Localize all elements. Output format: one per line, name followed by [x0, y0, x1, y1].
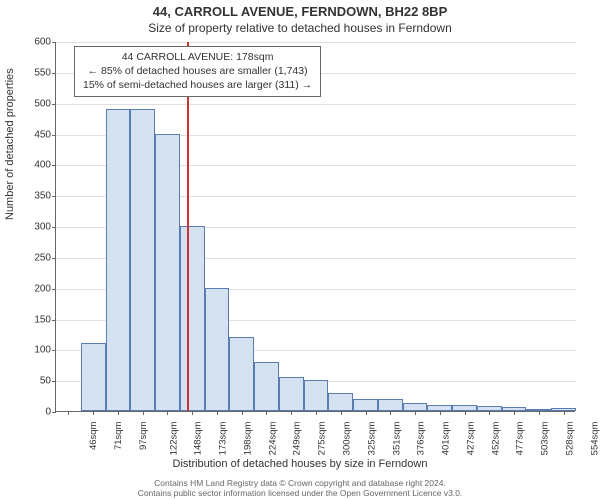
xtick-mark — [217, 411, 218, 415]
xtick-label: 198sqm — [242, 422, 253, 456]
gridline — [56, 104, 576, 105]
bar — [304, 380, 329, 411]
xtick-label: 477sqm — [515, 422, 526, 456]
gridline — [56, 42, 576, 43]
reference-line — [187, 42, 189, 411]
bar — [229, 337, 254, 411]
xtick-mark — [366, 411, 367, 415]
xtick-label: 401sqm — [440, 422, 451, 456]
ytick-mark — [52, 135, 56, 136]
xtick-mark — [564, 411, 565, 415]
ytick-mark — [52, 104, 56, 105]
ytick-mark — [52, 289, 56, 290]
ytick-label: 500 — [11, 98, 51, 109]
ytick-label: 350 — [11, 191, 51, 202]
xtick-label: 249sqm — [292, 422, 303, 456]
xtick-mark — [266, 411, 267, 415]
bar — [328, 393, 353, 412]
xtick-mark — [539, 411, 540, 415]
ytick-label: 450 — [11, 129, 51, 140]
bar — [130, 109, 155, 411]
callout-line3: 15% of semi-detached houses are larger (… — [83, 78, 312, 92]
ytick-label: 250 — [11, 252, 51, 263]
ytick-mark — [52, 350, 56, 351]
ytick-mark — [52, 196, 56, 197]
callout-line2: ← 85% of detached houses are smaller (1,… — [83, 64, 312, 78]
bar — [205, 288, 230, 411]
bar — [180, 226, 205, 411]
ytick-label: 100 — [11, 345, 51, 356]
bar — [378, 399, 403, 411]
xtick-mark — [68, 411, 69, 415]
xtick-mark — [390, 411, 391, 415]
ytick-mark — [52, 412, 56, 413]
xtick-label: 275sqm — [317, 422, 328, 456]
xtick-mark — [316, 411, 317, 415]
ytick-label: 400 — [11, 160, 51, 171]
ytick-mark — [52, 320, 56, 321]
xtick-mark — [341, 411, 342, 415]
bar — [403, 403, 428, 411]
ytick-mark — [52, 42, 56, 43]
ytick-label: 300 — [11, 222, 51, 233]
bar — [155, 134, 180, 412]
ytick-label: 200 — [11, 283, 51, 294]
footer-line2: Contains public sector information licen… — [0, 488, 600, 498]
xtick-label: 427sqm — [465, 422, 476, 456]
callout-line1: 44 CARROLL AVENUE: 178sqm — [83, 50, 312, 64]
ytick-mark — [52, 165, 56, 166]
xtick-label: 325sqm — [366, 422, 377, 456]
xtick-mark — [415, 411, 416, 415]
ytick-mark — [52, 73, 56, 74]
bar — [279, 377, 304, 411]
ytick-label: 150 — [11, 314, 51, 325]
chart-container: 44, CARROLL AVENUE, FERNDOWN, BH22 8BP S… — [0, 0, 600, 500]
xtick-label: 148sqm — [193, 422, 204, 456]
bar — [81, 343, 106, 411]
footer-line1: Contains HM Land Registry data © Crown c… — [0, 478, 600, 488]
xtick-mark — [465, 411, 466, 415]
xtick-mark — [242, 411, 243, 415]
callout-box: 44 CARROLL AVENUE: 178sqm← 85% of detach… — [74, 46, 321, 97]
ytick-mark — [52, 258, 56, 259]
xtick-mark — [440, 411, 441, 415]
xtick-label: 528sqm — [564, 422, 575, 456]
xtick-mark — [118, 411, 119, 415]
footer: Contains HM Land Registry data © Crown c… — [0, 478, 600, 498]
xtick-label: 224sqm — [267, 422, 278, 456]
xtick-label: 122sqm — [168, 422, 179, 456]
bar — [353, 399, 378, 411]
chart-area: 05010015020025030035040045050055060046sq… — [55, 42, 575, 412]
ytick-label: 600 — [11, 37, 51, 48]
ytick-mark — [52, 381, 56, 382]
x-axis-label: Distribution of detached houses by size … — [0, 458, 600, 470]
page-title: 44, CARROLL AVENUE, FERNDOWN, BH22 8BP — [0, 0, 600, 19]
ytick-label: 0 — [11, 407, 51, 418]
xtick-label: 173sqm — [218, 422, 229, 456]
page-subtitle: Size of property relative to detached ho… — [0, 19, 600, 37]
xtick-mark — [489, 411, 490, 415]
bar — [254, 362, 279, 411]
xtick-label: 452sqm — [490, 422, 501, 456]
xtick-label: 503sqm — [539, 422, 550, 456]
ytick-mark — [52, 227, 56, 228]
xtick-label: 46sqm — [88, 422, 99, 451]
xtick-mark — [93, 411, 94, 415]
xtick-label: 554sqm — [589, 422, 600, 456]
bar — [106, 109, 131, 411]
xtick-label: 351sqm — [391, 422, 402, 456]
ytick-label: 50 — [11, 376, 51, 387]
xtick-mark — [192, 411, 193, 415]
xtick-mark — [291, 411, 292, 415]
xtick-label: 71sqm — [113, 422, 124, 451]
ytick-label: 550 — [11, 67, 51, 78]
xtick-label: 300sqm — [341, 422, 352, 456]
xtick-label: 376sqm — [416, 422, 427, 456]
xtick-mark — [514, 411, 515, 415]
xtick-label: 97sqm — [138, 422, 149, 451]
plot: 05010015020025030035040045050055060046sq… — [55, 42, 575, 412]
xtick-mark — [143, 411, 144, 415]
xtick-mark — [167, 411, 168, 415]
